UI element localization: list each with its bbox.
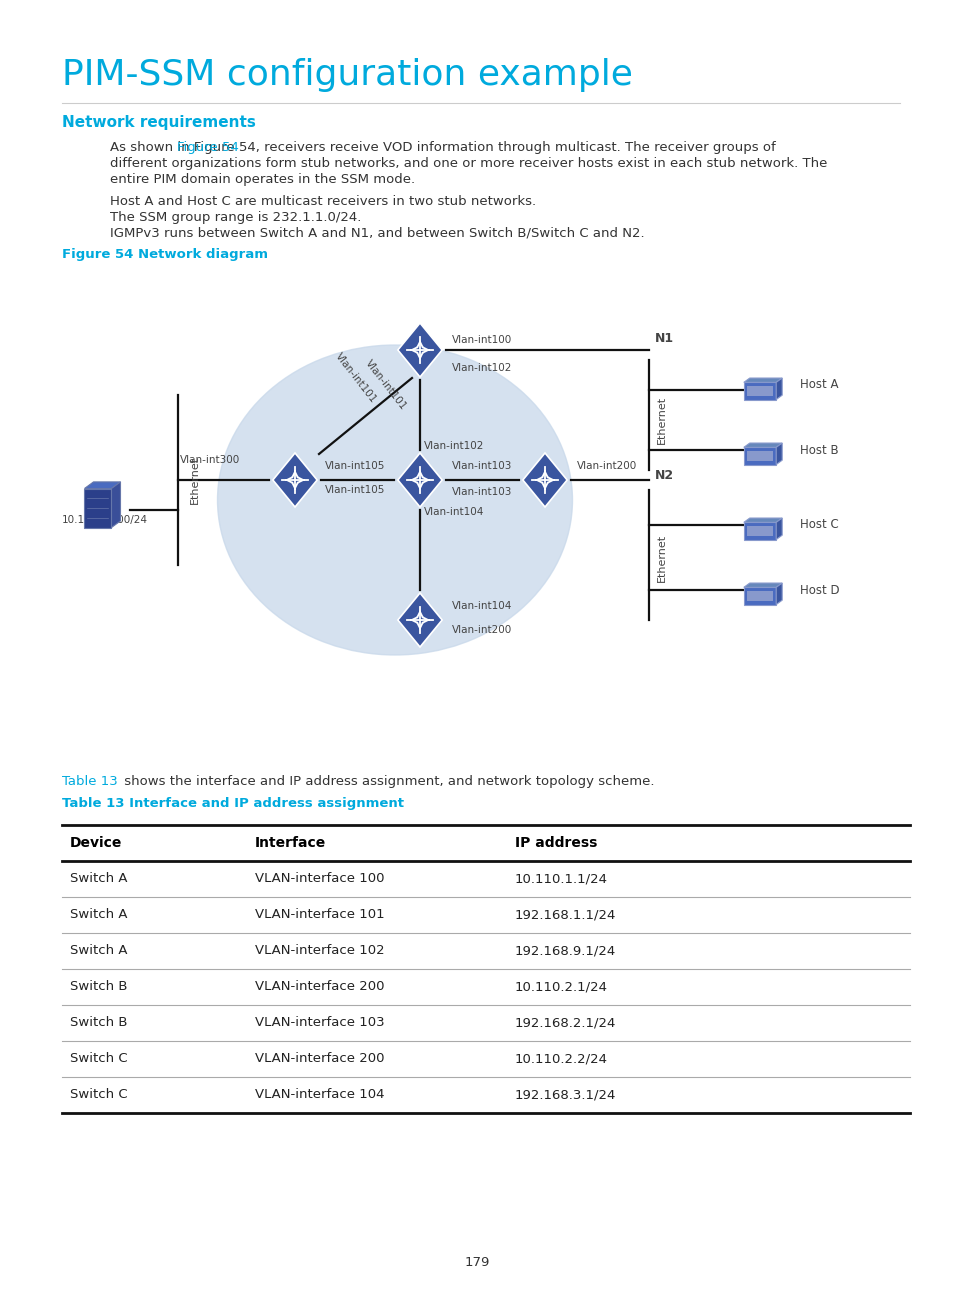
Polygon shape	[743, 443, 781, 447]
Text: 10.110.5.100/24: 10.110.5.100/24	[62, 515, 148, 525]
Text: VLAN-interface 103: VLAN-interface 103	[254, 1016, 384, 1029]
Text: entire PIM domain operates in the SSM mode.: entire PIM domain operates in the SSM mo…	[110, 172, 415, 187]
Text: IGMPv3 runs between Switch A and N1, and between Switch B/Switch C and N2.: IGMPv3 runs between Switch A and N1, and…	[110, 227, 644, 240]
Text: Switch B: Switch B	[70, 981, 128, 994]
Text: Switch C: Switch C	[70, 1089, 128, 1102]
Polygon shape	[743, 382, 776, 399]
Text: As shown in Figure 54, receivers receive VOD information through multicast. The : As shown in Figure 54, receivers receive…	[110, 141, 775, 154]
Text: Figure 54: Figure 54	[177, 141, 239, 154]
Text: 192.168.1.1/24: 192.168.1.1/24	[515, 908, 616, 921]
Polygon shape	[746, 591, 772, 600]
Text: VLAN-interface 101: VLAN-interface 101	[254, 908, 384, 921]
Polygon shape	[397, 323, 441, 377]
Text: shows the interface and IP address assignment, and network topology scheme.: shows the interface and IP address assig…	[120, 775, 654, 788]
Text: VLAN-interface 104: VLAN-interface 104	[254, 1089, 384, 1102]
Text: Table 13 Interface and IP address assignment: Table 13 Interface and IP address assign…	[62, 797, 403, 810]
Text: N2: N2	[655, 469, 674, 482]
Polygon shape	[776, 378, 781, 399]
Polygon shape	[522, 454, 566, 507]
Polygon shape	[743, 583, 781, 587]
Polygon shape	[743, 447, 776, 464]
Text: VLAN-interface 100: VLAN-interface 100	[254, 872, 384, 885]
Text: Host A: Host A	[800, 378, 838, 391]
Text: VLAN-interface 200: VLAN-interface 200	[254, 1052, 384, 1065]
Text: Vlan-int200: Vlan-int200	[452, 625, 512, 635]
Polygon shape	[397, 594, 441, 647]
Text: Vlan-int300: Vlan-int300	[180, 455, 240, 465]
Text: PIM-SSM configuration example: PIM-SSM configuration example	[62, 58, 632, 92]
Polygon shape	[776, 443, 781, 464]
Text: 192.168.2.1/24: 192.168.2.1/24	[515, 1016, 616, 1029]
Polygon shape	[85, 482, 120, 489]
Text: N1: N1	[655, 332, 674, 345]
Polygon shape	[746, 385, 772, 395]
Polygon shape	[776, 518, 781, 539]
Text: Vlan-int104: Vlan-int104	[452, 601, 512, 610]
Text: Host D: Host D	[800, 583, 839, 596]
Text: Ethernet: Ethernet	[190, 456, 200, 504]
Text: 179: 179	[464, 1256, 489, 1269]
Text: Switch A: Switch A	[70, 945, 128, 958]
Polygon shape	[85, 489, 112, 527]
Text: Vlan-int100: Vlan-int100	[452, 334, 512, 345]
Text: The SSM group range is 232.1.1.0/24.: The SSM group range is 232.1.1.0/24.	[110, 211, 361, 224]
Text: Network requirements: Network requirements	[62, 115, 255, 130]
Polygon shape	[743, 378, 781, 382]
Text: 10.110.2.1/24: 10.110.2.1/24	[515, 981, 607, 994]
Text: Vlan-int105: Vlan-int105	[325, 485, 385, 495]
Polygon shape	[743, 518, 781, 522]
Polygon shape	[112, 482, 120, 527]
Text: VLAN-interface 200: VLAN-interface 200	[254, 981, 384, 994]
Text: Host B: Host B	[800, 443, 838, 456]
Text: Switch C: Switch C	[70, 1052, 128, 1065]
Polygon shape	[746, 451, 772, 460]
Text: 10.110.2.2/24: 10.110.2.2/24	[515, 1052, 607, 1065]
Polygon shape	[273, 454, 316, 507]
Text: Vlan-int102: Vlan-int102	[423, 441, 484, 451]
Text: Vlan-int200: Vlan-int200	[577, 461, 637, 470]
Text: Host A and Host C are multicast receivers in two stub networks.: Host A and Host C are multicast receiver…	[110, 194, 536, 207]
Text: Vlan-int105: Vlan-int105	[325, 461, 385, 470]
Polygon shape	[743, 522, 776, 539]
Text: different organizations form stub networks, and one or more receiver hosts exist: different organizations form stub networ…	[110, 157, 826, 170]
Text: Interface: Interface	[254, 836, 326, 850]
Text: Vlan-int103: Vlan-int103	[452, 461, 512, 470]
Text: 192.168.9.1/24: 192.168.9.1/24	[515, 945, 616, 958]
Text: 10.110.1.1/24: 10.110.1.1/24	[515, 872, 607, 885]
Text: Ethernet: Ethernet	[657, 534, 666, 582]
Text: Switch B: Switch B	[70, 1016, 128, 1029]
Polygon shape	[397, 454, 441, 507]
Polygon shape	[776, 583, 781, 604]
Text: Table 13: Table 13	[62, 775, 117, 788]
Text: Switch A: Switch A	[70, 872, 128, 885]
Text: Switch A: Switch A	[70, 908, 128, 921]
Text: Ethernet: Ethernet	[657, 397, 666, 445]
Text: Host C: Host C	[800, 518, 838, 531]
Polygon shape	[746, 526, 772, 535]
Polygon shape	[743, 587, 776, 604]
Text: VLAN-interface 102: VLAN-interface 102	[254, 945, 384, 958]
Text: Figure 54 Network diagram: Figure 54 Network diagram	[62, 248, 268, 260]
Text: Vlan-int101: Vlan-int101	[363, 358, 408, 412]
Text: Vlan-int102: Vlan-int102	[452, 363, 512, 373]
Text: Vlan-int104: Vlan-int104	[423, 507, 484, 517]
Ellipse shape	[217, 345, 572, 654]
Text: Vlan-int101: Vlan-int101	[333, 351, 377, 404]
Text: Vlan-int103: Vlan-int103	[452, 487, 512, 496]
Text: IP address: IP address	[515, 836, 597, 850]
Text: Device: Device	[70, 836, 122, 850]
Text: 192.168.3.1/24: 192.168.3.1/24	[515, 1089, 616, 1102]
